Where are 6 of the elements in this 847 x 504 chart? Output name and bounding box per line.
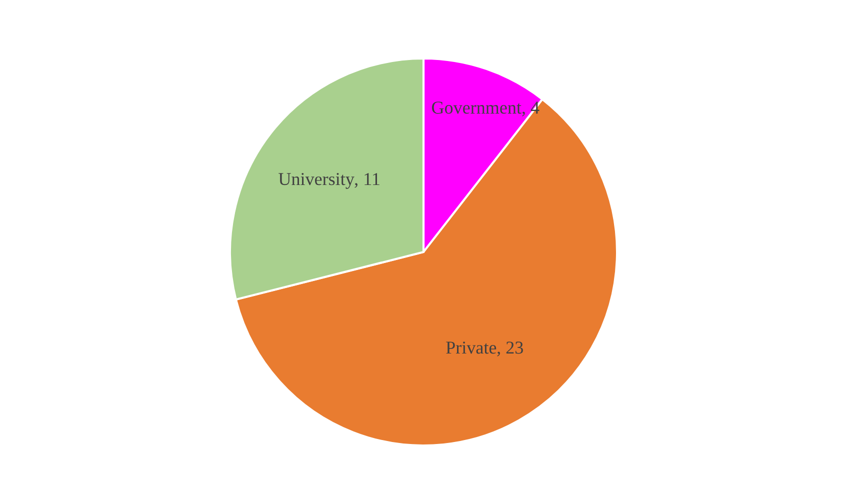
data-label: , 23 bbox=[497, 342, 523, 356]
slice-label: University bbox=[278, 173, 354, 189]
data-label: , 11 bbox=[354, 173, 380, 188]
slice-label: Government bbox=[432, 102, 522, 114]
slice-label: Private bbox=[446, 342, 496, 354]
data-label: , 4 bbox=[522, 102, 540, 116]
